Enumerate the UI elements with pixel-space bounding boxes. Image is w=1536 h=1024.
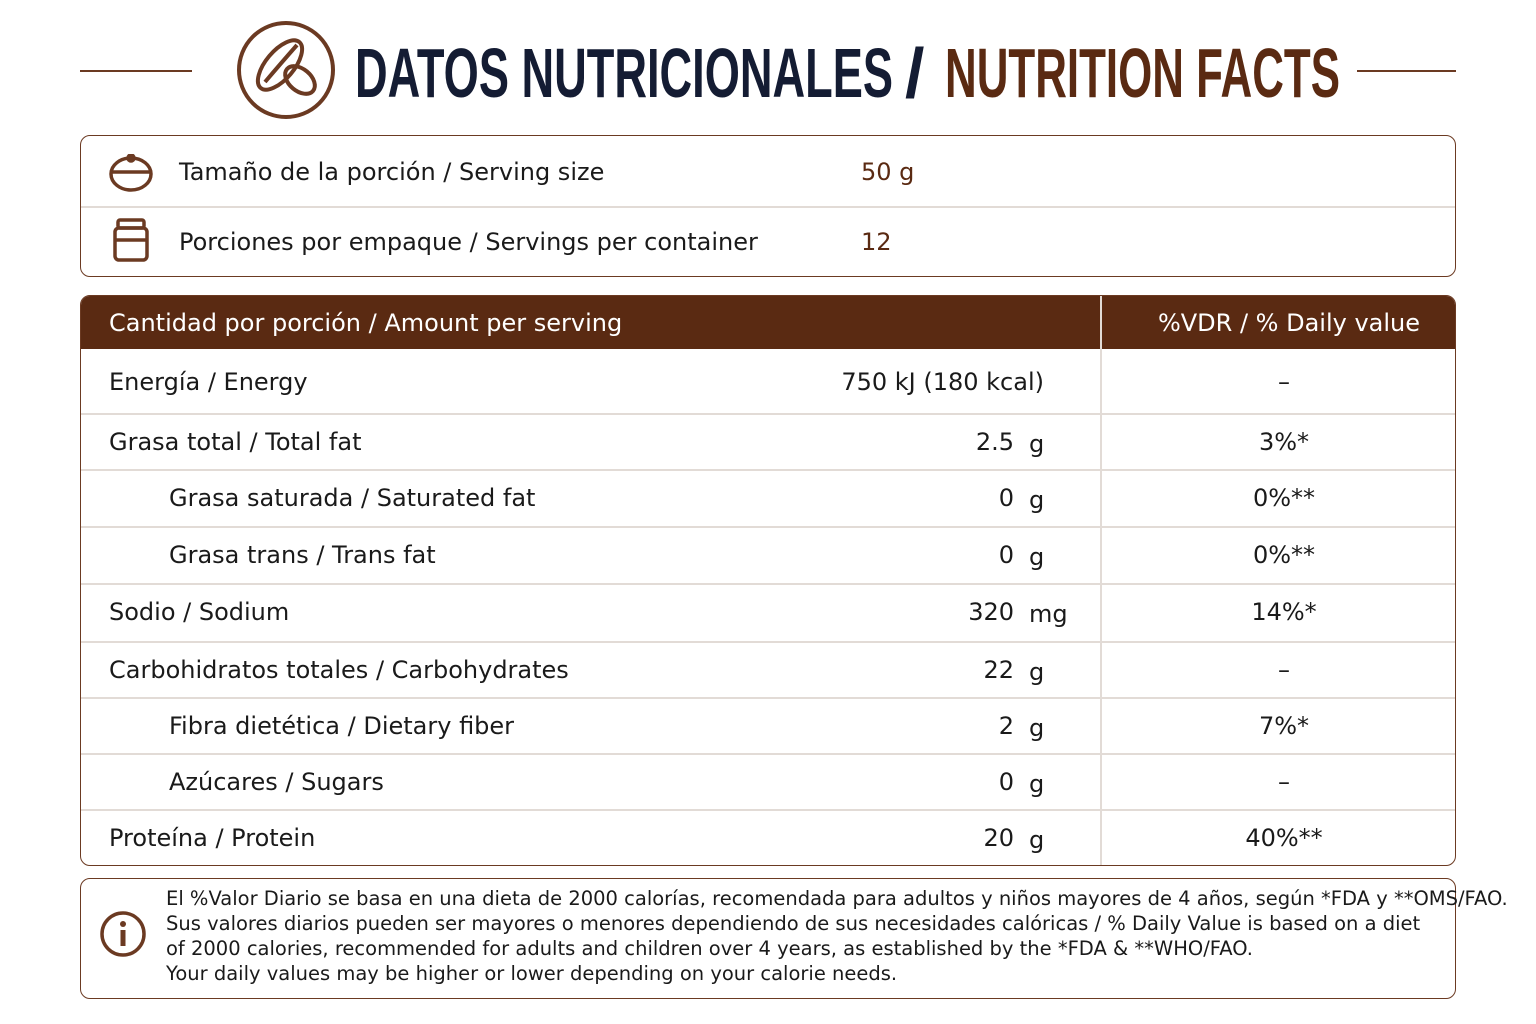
title-es: DATOS NUTRICIONALES — [355, 34, 893, 112]
row-dv: 0%** — [1252, 541, 1316, 569]
serving-label: Porciones por empaque / Servings per con… — [179, 228, 758, 256]
row-label: Energía / Energy — [109, 368, 308, 396]
row-label: Azúcares / Sugars — [169, 768, 384, 796]
row-unit: g — [1029, 486, 1045, 514]
row-dv: 14%* — [1251, 598, 1317, 626]
row-label: Proteína / Protein — [109, 824, 316, 852]
row-label: Grasa trans / Trans fat — [169, 541, 436, 569]
divider — [81, 206, 1455, 208]
row-dv: 40%** — [1245, 824, 1323, 852]
row-amount: 2 — [998, 712, 1014, 740]
row-dv: 7%* — [1258, 712, 1310, 740]
header-cell: %VDR / % Daily value — [1157, 309, 1421, 337]
footnote-line: Sus valores diarios pueden ser mayores o… — [166, 912, 1421, 935]
column-divider — [1100, 296, 1102, 865]
table-header — [81, 296, 1455, 349]
row-amount: 0 — [998, 541, 1014, 569]
title-separator: / — [905, 34, 924, 112]
row-divider — [81, 526, 1455, 528]
row-unit: g — [1029, 826, 1045, 854]
serving-icons — [109, 154, 153, 262]
row-label: Grasa total / Total fat — [109, 428, 362, 456]
serving-value: 50 g — [861, 158, 915, 186]
row-unit: g — [1029, 658, 1045, 686]
row-dv: – — [1278, 368, 1290, 396]
serving-value: 12 — [861, 228, 892, 256]
row-unit: g — [1029, 770, 1045, 798]
footnote-line: Your daily values may be higher or lower… — [166, 962, 898, 985]
row-amount: 22 — [983, 656, 1014, 684]
row-amount: 0 — [998, 768, 1014, 796]
row-amount: 2.5 — [975, 428, 1014, 456]
footnote-line: of 2000 calories, recommended for adults… — [166, 937, 1253, 960]
footnote-box: El %Valor Diario se basa en una dieta de… — [80, 878, 1508, 999]
row-label: Sodio / Sodium — [109, 598, 290, 626]
row-label: Fibra dietética / Dietary fiber — [169, 712, 515, 740]
row-divider — [81, 469, 1455, 471]
row-amount: 320 — [968, 598, 1014, 626]
row-dv: – — [1278, 656, 1290, 684]
row-unit: mg — [1029, 600, 1068, 628]
row-divider — [81, 697, 1455, 699]
row-divider — [81, 809, 1455, 811]
row-divider — [81, 641, 1455, 643]
row-unit: g — [1029, 714, 1045, 742]
row-dv: 3%* — [1258, 428, 1310, 456]
row-dv: 0%** — [1252, 484, 1316, 512]
header-cell: Cantidad por porción / Amount per servin… — [109, 309, 623, 337]
row-amount: 750 kJ (180 kcal) — [841, 368, 1044, 396]
serving-box: Tamaño de la porción / Serving size 50 g… — [80, 135, 1456, 277]
header: DATOS NUTRICIONALES / NUTRITION FACTS — [80, 21, 1456, 119]
row-amount: 0 — [998, 484, 1014, 512]
row-label: Carbohidratos totales / Carbohydrates — [109, 656, 569, 684]
row-divider — [81, 413, 1455, 415]
cacao-icon — [237, 21, 335, 119]
serving-label: Tamaño de la porción / Serving size — [179, 158, 605, 186]
row-unit: g — [1029, 430, 1045, 458]
row-divider — [81, 583, 1455, 585]
row-label: Grasa saturada / Saturated fat — [169, 484, 536, 512]
row-divider — [81, 753, 1455, 755]
row-amount: 20 — [983, 824, 1014, 852]
row-dv: – — [1278, 768, 1290, 796]
footnote-line: El %Valor Diario se basa en una dieta de… — [166, 887, 1508, 910]
title-en: NUTRITION FACTS — [945, 34, 1340, 112]
row-unit: g — [1029, 543, 1045, 571]
info-icon — [100, 911, 146, 957]
nutrition-table: Cantidad por porción / Amount per servin… — [80, 295, 1456, 866]
